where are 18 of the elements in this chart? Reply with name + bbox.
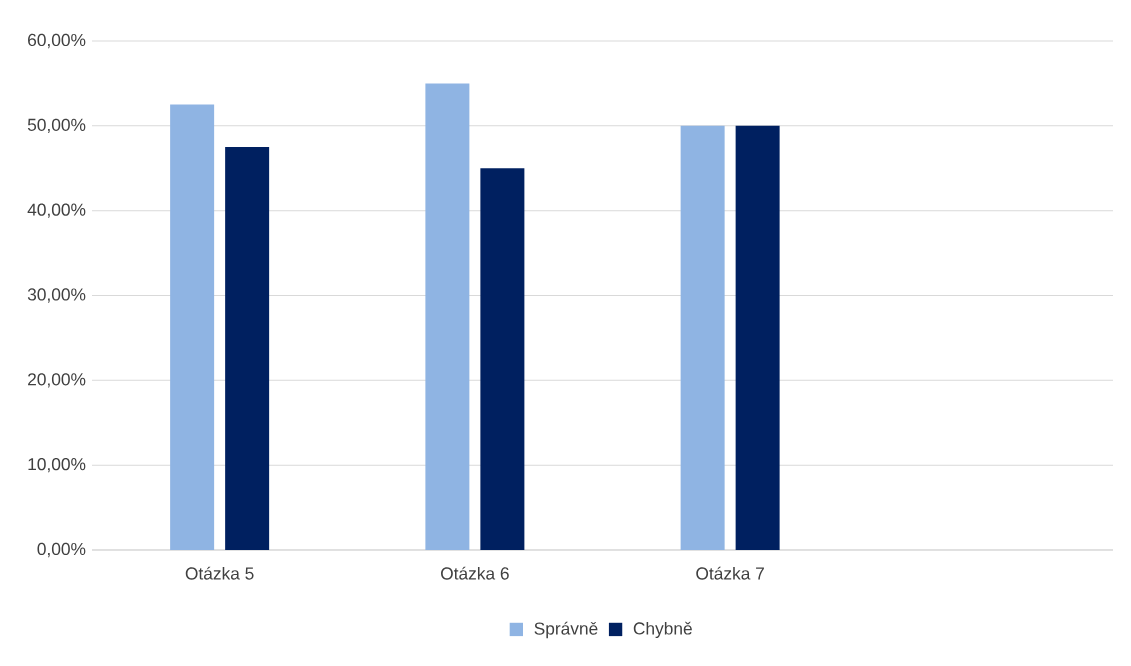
y-tick-label: 60,00% [28, 33, 86, 49]
x-tick-label: Otázka 7 [696, 566, 764, 580]
y-tick-label: 10,00% [28, 458, 86, 473]
x-tick-label: Otázka 6 [441, 566, 509, 580]
y-tick-label: 50,00% [27, 118, 86, 133]
y-tick-label: 0,00% [37, 542, 86, 558]
bar [735, 125, 780, 550]
y-tick-label: 40,00% [27, 203, 86, 218]
legend-label: Správně [534, 621, 598, 639]
bar [480, 168, 525, 550]
bar [170, 104, 215, 550]
x-tick-label: Otázka 5 [185, 566, 254, 580]
bar [680, 125, 725, 550]
y-tick-label: 30,00% [27, 288, 86, 303]
y-tick-label: 20,00% [28, 373, 86, 388]
legend-label: Chybně [633, 621, 692, 639]
bar [425, 83, 470, 550]
bar [225, 147, 270, 550]
